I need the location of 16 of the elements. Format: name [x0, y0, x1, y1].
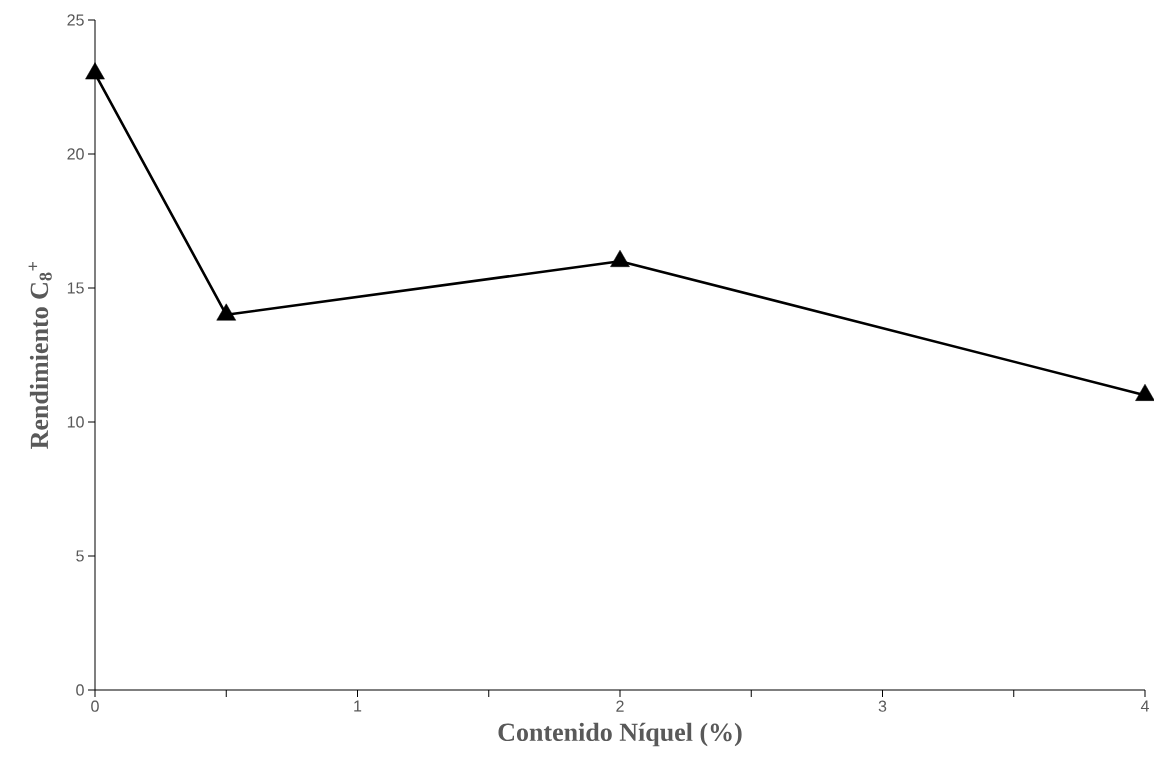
y-tick-label: 5 [76, 550, 84, 562]
y-tick-label: 10 [67, 416, 84, 428]
y-axis-title: Rendimiento C$_{8}$+ [28, 262, 52, 449]
point [610, 249, 630, 267]
x-tick-label: 3 [878, 700, 887, 712]
y-tick-label: 20 [67, 148, 84, 160]
x-tick-label: 0 [91, 700, 99, 712]
y-tick-label: 0 [76, 684, 84, 696]
y-tick-label: 25 [67, 14, 84, 26]
x-tick-label: 1 [354, 700, 362, 712]
x-tick-label: 4 [1140, 700, 1149, 712]
point [216, 303, 237, 321]
x-axis-title: Contenido Níquel (%) [498, 722, 742, 747]
point [85, 62, 105, 80]
x-tick-label: 2 [616, 700, 624, 712]
y-tick-label: 15 [67, 282, 84, 294]
